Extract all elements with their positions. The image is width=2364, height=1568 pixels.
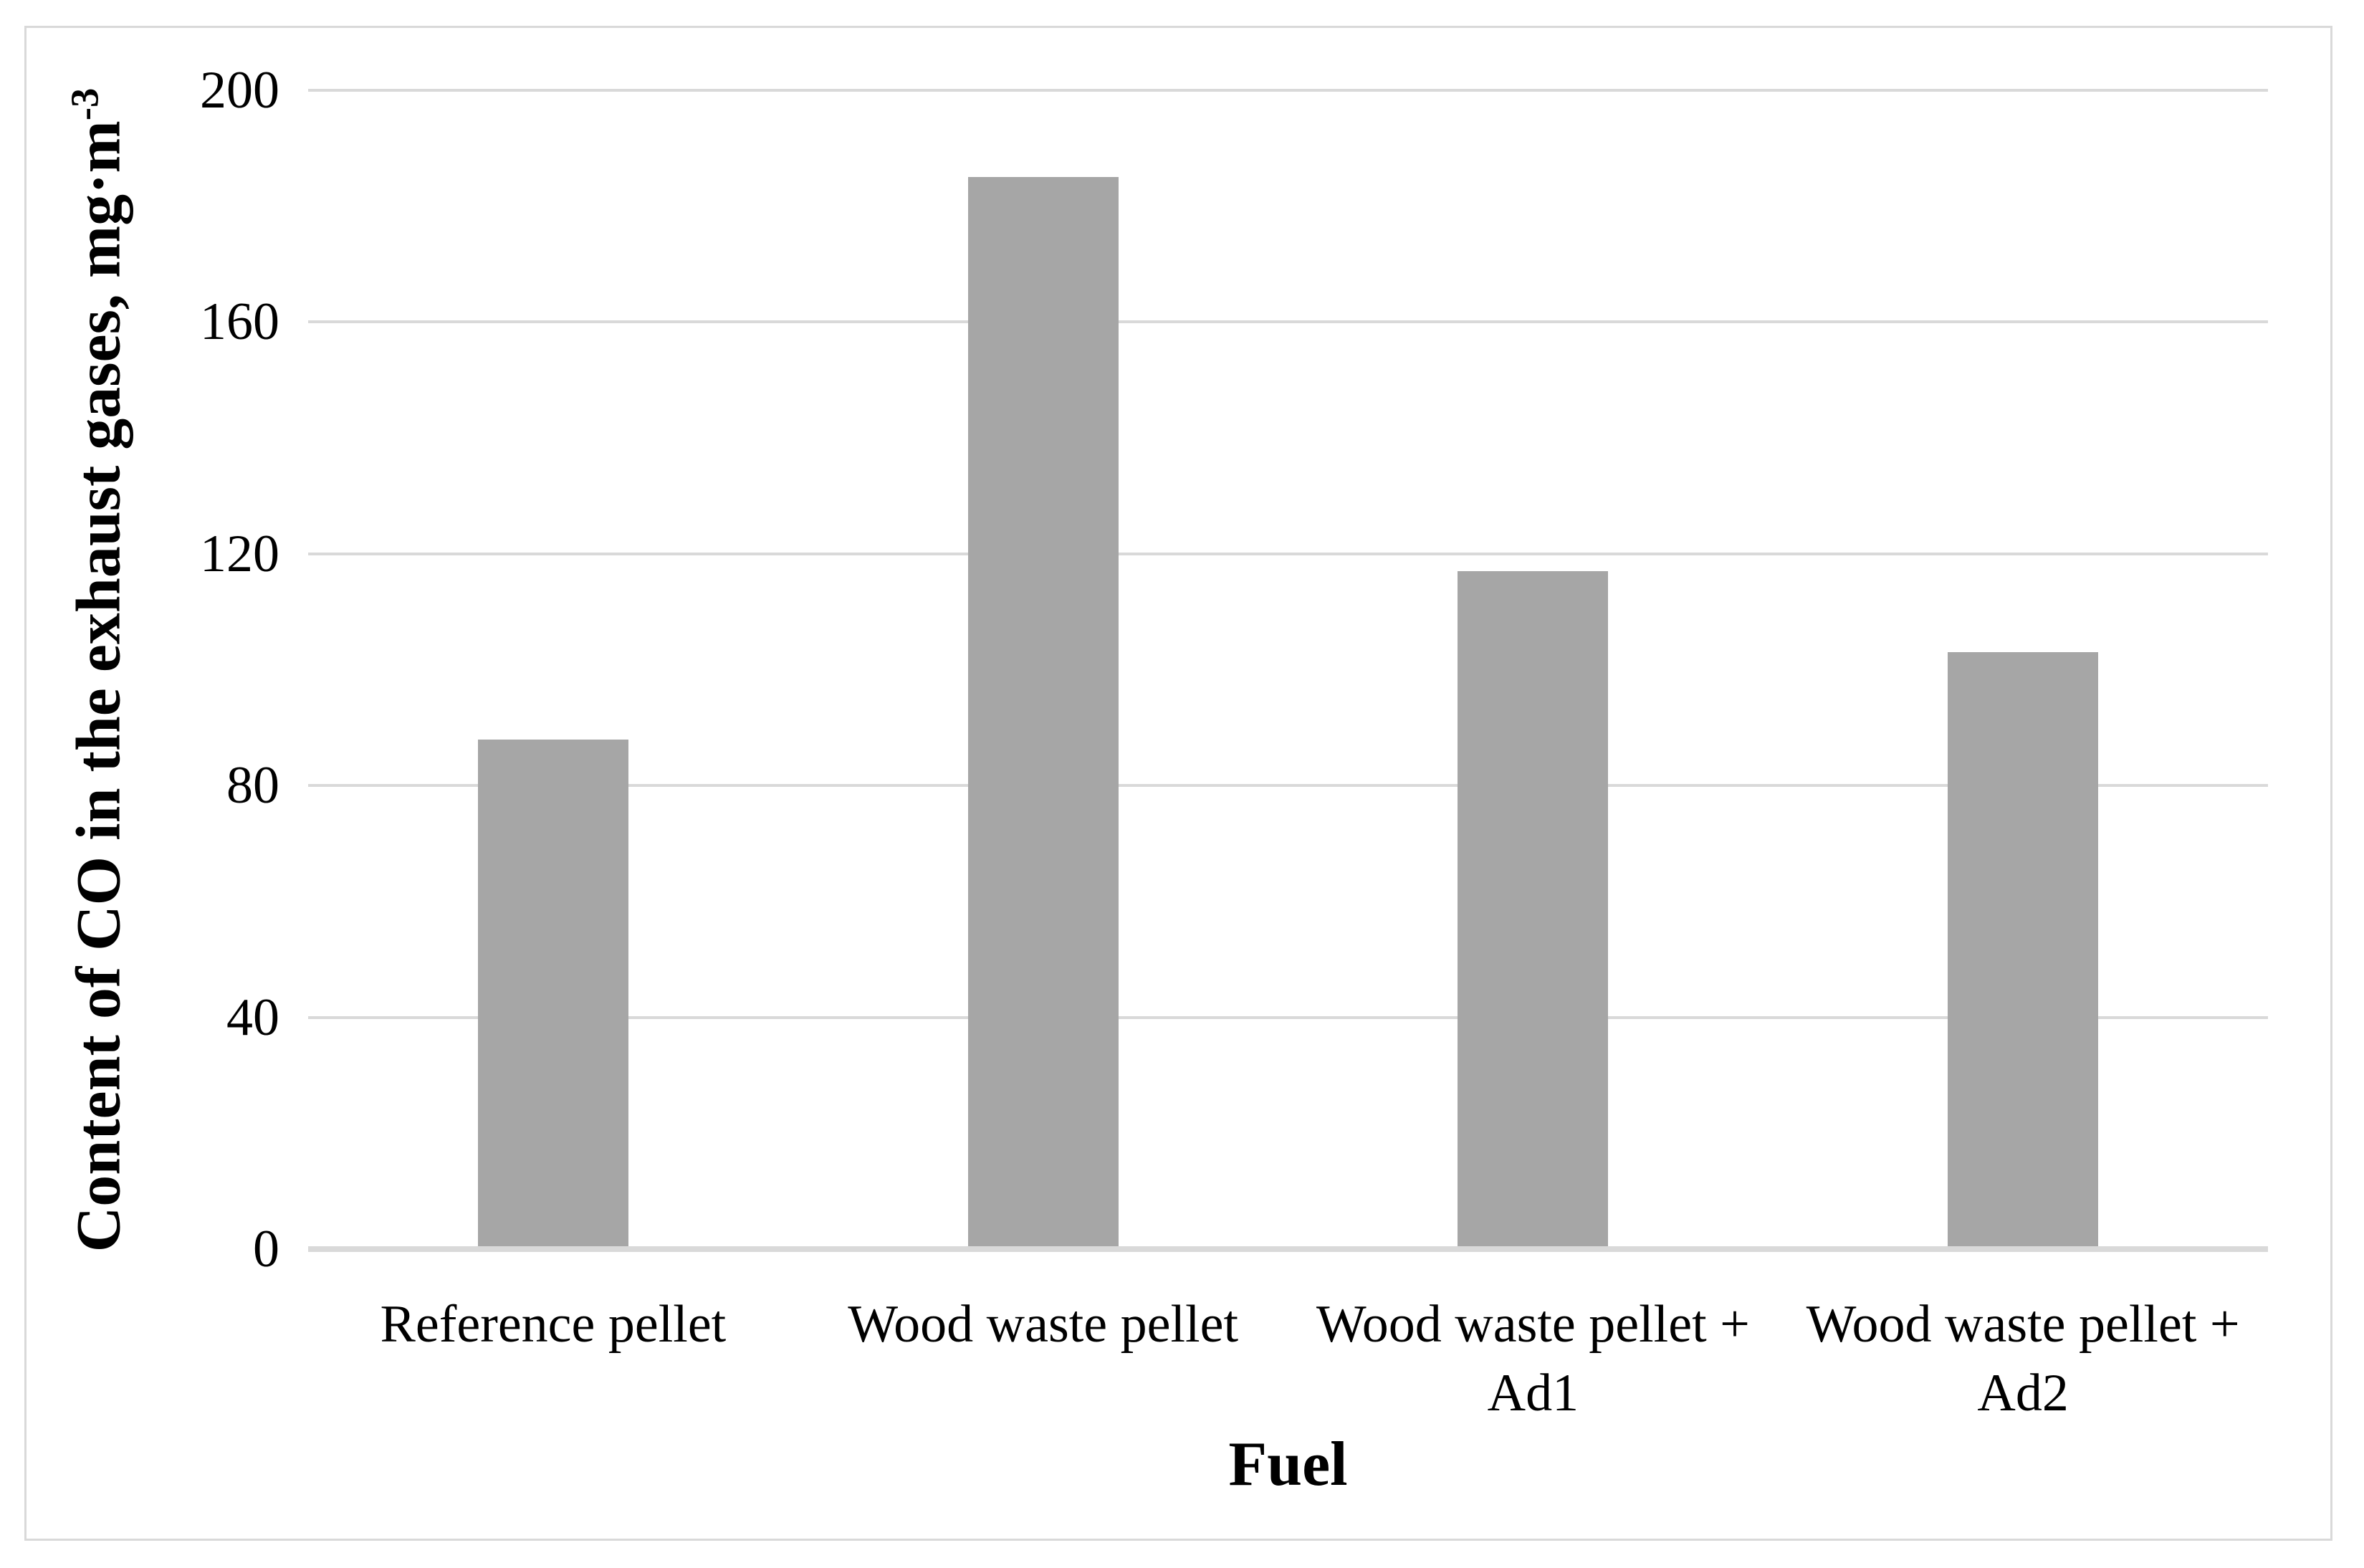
x-axis-category-labels: Reference pellet Wood waste pellet Wood wa… bbox=[308, 1290, 2268, 1462]
x-category-label-1: Reference pellet bbox=[380, 1295, 727, 1354]
gridline-y-120 bbox=[308, 552, 2268, 555]
plot-area bbox=[308, 89, 2268, 1252]
y-tick-label-0: 0 bbox=[253, 1220, 279, 1278]
bar-4 bbox=[1948, 652, 2099, 1249]
y-axis-tick-labels: 0 40 80 120 160 200 bbox=[86, 64, 279, 1276]
x-category-label-3: Wood waste pellet + Ad1 bbox=[1316, 1295, 1750, 1423]
y-tick-label-120: 120 bbox=[200, 524, 279, 583]
bar-3 bbox=[1458, 571, 1609, 1249]
bar-1 bbox=[477, 739, 628, 1249]
x-axis-title: Fuel bbox=[1228, 1430, 1348, 1499]
x-axis-line bbox=[308, 1246, 2268, 1252]
gridline-y-80 bbox=[308, 784, 2268, 788]
y-tick-label-40: 40 bbox=[226, 988, 279, 1047]
gridline-y-200 bbox=[308, 89, 2268, 92]
y-tick-label-80: 80 bbox=[226, 756, 279, 816]
bar-2 bbox=[967, 177, 1119, 1249]
gridline-y-40 bbox=[308, 1015, 2268, 1019]
y-tick-label-160: 160 bbox=[200, 292, 279, 352]
gridline-y-160 bbox=[308, 320, 2268, 324]
y-tick-label-200: 200 bbox=[200, 61, 279, 120]
x-category-label-2: Wood waste pellet bbox=[848, 1295, 1239, 1354]
x-category-label-4: Wood waste pellet + Ad2 bbox=[1806, 1295, 2240, 1423]
